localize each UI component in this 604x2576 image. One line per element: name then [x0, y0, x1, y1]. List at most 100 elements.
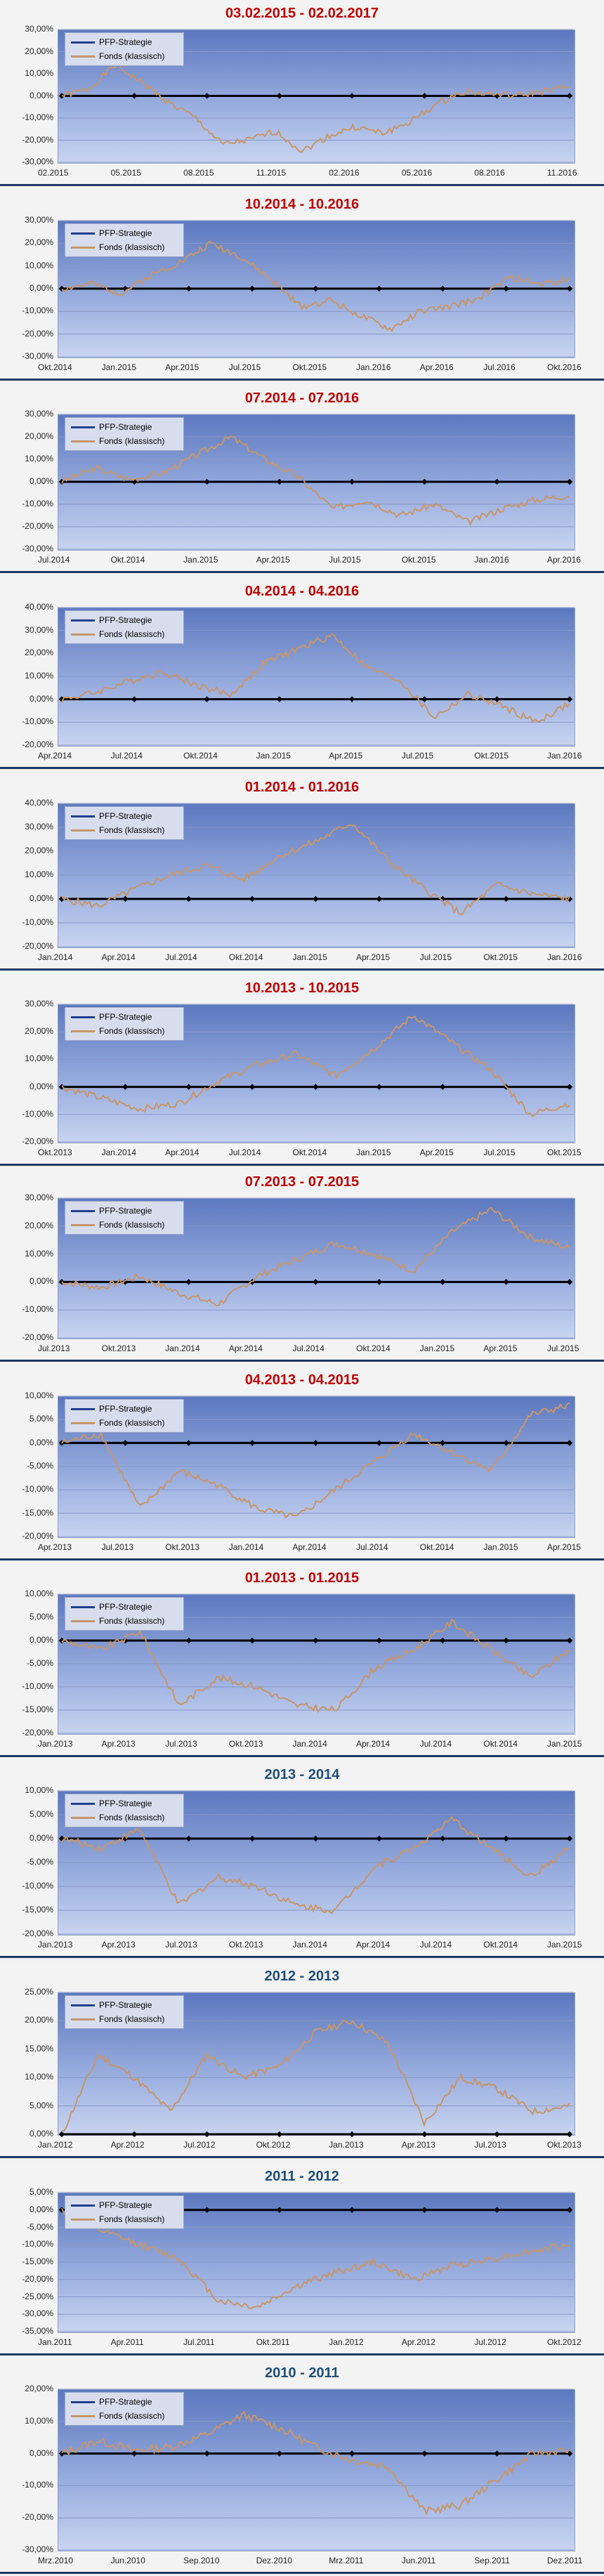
- series-marker-strategy: [204, 696, 210, 702]
- chart-svg: [58, 414, 574, 550]
- y-tick-label: 0,00%: [29, 2129, 53, 2138]
- chart-svg: [58, 1197, 574, 1339]
- chart-svg: [58, 1004, 574, 1143]
- x-tick-label: Okt.2014: [38, 362, 72, 372]
- y-tick-label: 0,00%: [29, 476, 53, 486]
- legend-label: PFP-Strategie: [99, 1404, 152, 1414]
- legend: PFP-Strategie Fonds (klassisch): [65, 1201, 184, 1235]
- legend-swatch: [71, 2204, 95, 2207]
- y-tick-label: 30,00%: [25, 1192, 53, 1202]
- series-marker-strategy: [503, 285, 509, 292]
- legend-swatch: [71, 2004, 95, 2006]
- x-tick-label: Jul.2014: [165, 952, 197, 962]
- series-marker-strategy: [131, 2131, 138, 2138]
- legend-item-fonds: Fonds (klassisch): [71, 2213, 164, 2226]
- y-tick-label: 10,00%: [25, 260, 53, 270]
- series-marker-strategy: [249, 285, 256, 292]
- x-tick-label: Jul.2013: [165, 1739, 197, 1749]
- y-tick-label: -15,00%: [22, 1704, 53, 1714]
- series-marker-strategy: [276, 696, 283, 702]
- x-tick-label: Jul.2012: [183, 2140, 216, 2150]
- series-marker-strategy: [249, 1440, 256, 1446]
- y-tick-label: -20,00%: [22, 1928, 53, 1938]
- series-marker-strategy: [503, 1440, 509, 1446]
- legend-swatch: [71, 41, 95, 44]
- y-tick-label: 20,00%: [25, 1026, 53, 1037]
- legend-item-strategy: PFP-Strategie: [71, 2396, 152, 2408]
- x-tick-label: Apr.2012: [401, 2337, 435, 2347]
- x-tick-label: Apr.2014: [165, 1148, 199, 1157]
- chart-title: 07.2014 - 07.2016: [244, 390, 360, 406]
- series-marker-strategy: [131, 696, 138, 702]
- y-tick-label: -10,00%: [22, 1681, 53, 1691]
- legend-swatch: [71, 232, 95, 235]
- x-tick-label: Okt.2014: [183, 751, 218, 761]
- chart-svg: [58, 1790, 574, 1935]
- legend-label: Fonds (klassisch): [99, 51, 165, 61]
- x-tick-label: Jul.2014: [38, 555, 70, 565]
- y-tick-label: -10,00%: [22, 499, 53, 508]
- series-marker-strategy: [276, 2450, 283, 2457]
- series-marker-strategy: [494, 2450, 500, 2457]
- series-marker-strategy: [376, 1279, 383, 1285]
- series-marker-strategy: [503, 1835, 509, 1842]
- series-marker-strategy: [348, 2131, 355, 2138]
- y-tick-label: -10,00%: [22, 2480, 53, 2490]
- x-tick-label: Apr.2013: [101, 1739, 136, 1749]
- x-tick-label: Jul.2014: [110, 751, 143, 761]
- chart-svg: [58, 1593, 574, 1734]
- legend-swatch: [71, 2414, 95, 2417]
- x-tick-label: Jan.2012: [329, 2337, 364, 2347]
- series-marker-strategy: [440, 1637, 446, 1644]
- series-marker-strategy: [376, 1637, 383, 1644]
- x-tick-label: Okt.2015: [401, 555, 436, 565]
- y-tick-label: -20,00%: [22, 1531, 53, 1541]
- y-tick-label: 10,00%: [25, 2415, 53, 2426]
- x-tick-label: Jan.2015: [547, 1739, 582, 1749]
- legend: PFP-Strategie Fonds (klassisch): [65, 32, 184, 66]
- series-line-fonds: [61, 240, 570, 333]
- y-tick-label: 10,00%: [25, 1248, 53, 1259]
- series-marker-strategy: [313, 895, 319, 902]
- y-tick-label: -5,00%: [26, 1461, 53, 1471]
- x-tick-label: Apr.2016: [547, 555, 582, 565]
- legend-swatch: [71, 1619, 95, 1622]
- y-tick-label: -20,00%: [22, 1728, 53, 1737]
- legend-item-strategy: PFP-Strategie: [71, 1204, 152, 1217]
- legend-swatch: [71, 55, 95, 58]
- legend-label: Fonds (klassisch): [99, 1813, 165, 1822]
- series-marker-strategy: [440, 1440, 446, 1446]
- series-marker-strategy: [131, 2450, 138, 2457]
- x-tick-label: Apr.2014: [101, 952, 136, 962]
- x-tick-label: Okt.2013: [228, 1940, 263, 1950]
- chart-panel: 2012 - 2013 25,00% 20,00% 15,00% 10,00% 5,00%…: [0, 1963, 604, 2158]
- y-tick-label: 10,00%: [25, 1053, 53, 1064]
- y-tick-label: 30,00%: [25, 999, 53, 1008]
- legend-swatch: [71, 1016, 95, 1018]
- x-tick-label: Jul.2016: [483, 362, 516, 372]
- series-marker-strategy: [440, 1835, 446, 1842]
- series-marker-strategy: [503, 1637, 509, 1644]
- legend-swatch: [71, 1816, 95, 1819]
- legend-item-fonds: Fonds (klassisch): [71, 1417, 164, 1429]
- x-tick-label: Jan.2014: [228, 1542, 264, 1552]
- series-marker-strategy: [376, 1084, 383, 1090]
- y-tick-label: 20,00%: [25, 648, 53, 658]
- x-tick-label: Sep.2010: [183, 2556, 220, 2565]
- y-tick-label: 0,00%: [29, 2447, 53, 2458]
- series-marker-strategy: [566, 1279, 573, 1285]
- legend-label: Fonds (klassisch): [99, 1616, 165, 1626]
- legend-label: Fonds (klassisch): [99, 242, 165, 252]
- legend-label: PFP-Strategie: [99, 2200, 152, 2210]
- legend-label: PFP-Strategie: [99, 2000, 152, 2010]
- legend-label: Fonds (klassisch): [99, 2411, 165, 2421]
- series-marker-strategy: [185, 895, 192, 902]
- x-tick-label: Apr.2013: [401, 2140, 435, 2150]
- legend-swatch: [71, 426, 95, 428]
- chart-svg: [58, 1395, 574, 1537]
- legend-label: Fonds (klassisch): [99, 1220, 165, 1230]
- legend-label: PFP-Strategie: [99, 1602, 152, 1612]
- x-tick-label: Okt.2015: [292, 362, 327, 372]
- x-tick-label: Apr.2015: [483, 1343, 518, 1353]
- x-tick-label: Jan.2014: [292, 1940, 327, 1950]
